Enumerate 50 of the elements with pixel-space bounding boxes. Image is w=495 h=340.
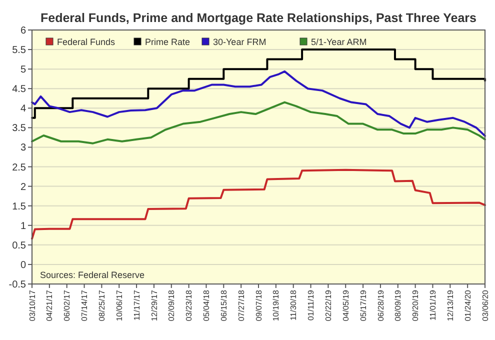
line-series bbox=[31, 70, 486, 137]
y-tick-label: 3 bbox=[20, 142, 26, 154]
y-tick-label: 0.5 bbox=[12, 240, 26, 252]
x-tick-label: 10/06/17 bbox=[114, 289, 124, 322]
y-tick-label: 6 bbox=[20, 26, 26, 36]
x-tick-label: 06/15/18 bbox=[219, 289, 228, 322]
y-tick-label: 2.5 bbox=[12, 162, 26, 174]
x-tick-label: 03/10/17 bbox=[28, 289, 37, 322]
y-tick-label: 4.5 bbox=[12, 84, 26, 96]
x-tick-label: 02/09/18 bbox=[167, 289, 176, 322]
x-tick-label: 07/27/18 bbox=[236, 289, 246, 322]
x-tick-label: 05/17/19 bbox=[358, 289, 368, 322]
x-tick-label: 11/30/18 bbox=[289, 289, 298, 321]
y-tick-label: 4 bbox=[20, 104, 26, 115]
y-tick-label: 1 bbox=[20, 220, 26, 232]
chart-title: Federal Funds, Prime and Mortgage Rate Relationships, Past Three Years bbox=[40, 11, 477, 25]
legend-label: 5/1-Year ARM bbox=[311, 37, 367, 48]
x-tick-label: 12/29/17 bbox=[150, 289, 159, 322]
x-tick-label: 09/07/18 bbox=[254, 289, 264, 322]
x-tick-label: 06/02/17 bbox=[62, 289, 72, 322]
x-tick-label: 01/11/19 bbox=[306, 289, 316, 321]
x-tick-label: 04/21/17 bbox=[45, 289, 54, 322]
y-tick-label: 5 bbox=[20, 64, 26, 76]
x-tick-label: 08/09/19 bbox=[394, 289, 403, 322]
x-tick-label: 10/19/18 bbox=[272, 289, 281, 322]
y-tick-label: 0 bbox=[20, 260, 26, 271]
line-series bbox=[31, 101, 486, 144]
x-tick-label: 07/14/17 bbox=[80, 289, 90, 322]
y-tick-label: 5.5 bbox=[12, 45, 26, 56]
line-series bbox=[31, 168, 486, 240]
x-tick-label: 09/20/19 bbox=[411, 289, 420, 322]
y-tick-label: 3.5 bbox=[12, 123, 26, 134]
legend-label: Federal Funds bbox=[57, 37, 116, 48]
x-tick-label: 05/04/18 bbox=[202, 289, 212, 322]
x-tick-label: 02/22/19 bbox=[324, 289, 333, 322]
x-tick-label: 11/17/17 bbox=[132, 289, 142, 321]
x-tick-label: 03/23/18 bbox=[184, 289, 194, 322]
x-tick-label: 11/01/19 bbox=[428, 289, 438, 321]
x-tick-label: 03/06/20 bbox=[480, 289, 490, 322]
x-tick-label: 12/13/19 bbox=[446, 289, 455, 322]
x-tick-label: 01/24/20 bbox=[463, 289, 472, 322]
x-tick-label: 08/25/17 bbox=[97, 289, 106, 322]
x-tick-label: 06/28/19 bbox=[376, 289, 386, 322]
y-tick-label: 1.5 bbox=[12, 201, 26, 212]
y-tick-label: -0.5 bbox=[8, 280, 26, 290]
y-tick-label: 2 bbox=[20, 182, 26, 193]
legend-label: 30-Year FRM bbox=[213, 37, 266, 48]
annotation: Sources: Federal Reserve bbox=[40, 270, 145, 280]
legend-label: Prime Rate bbox=[145, 37, 190, 48]
x-tick-label: 04/05/19 bbox=[341, 289, 350, 322]
